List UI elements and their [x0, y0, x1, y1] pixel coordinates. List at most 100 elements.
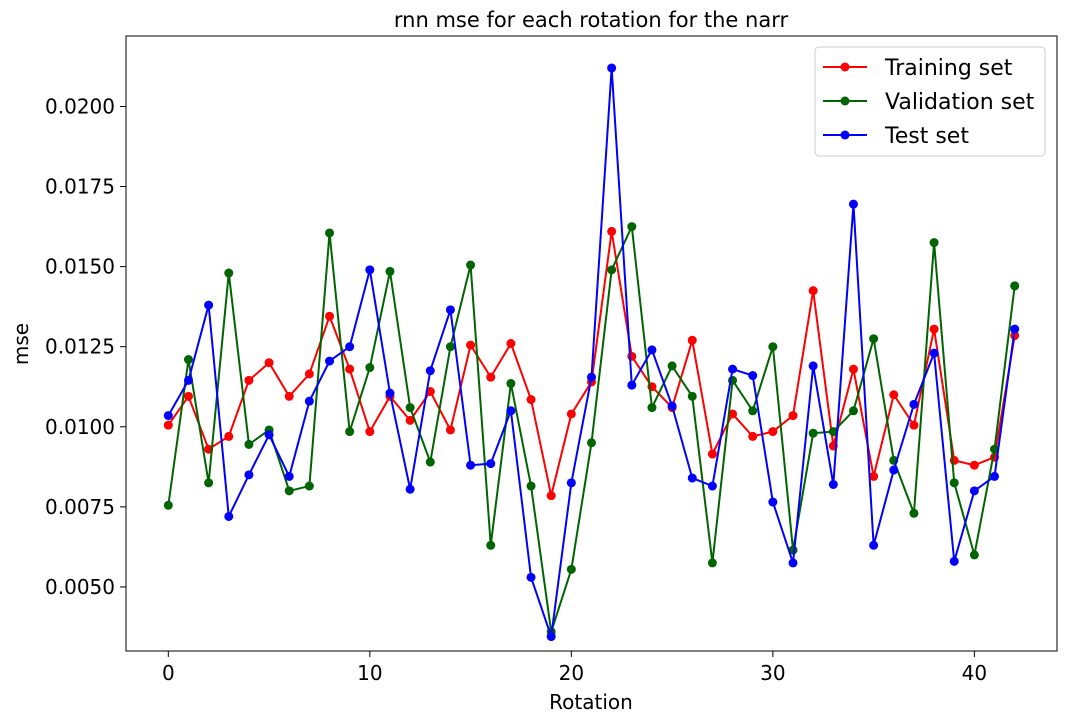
data-point-validation-set	[768, 342, 778, 352]
data-point-test-set	[204, 300, 214, 310]
data-point-training-set	[869, 471, 879, 481]
data-point-validation-set	[566, 564, 576, 574]
data-point-test-set	[1010, 324, 1020, 334]
data-point-test-set	[224, 511, 234, 521]
x-axis: 0 10 20 30 40	[162, 651, 987, 685]
x-tick-label: 40	[962, 661, 987, 685]
data-point-training-set	[264, 358, 274, 368]
data-point-training-set	[445, 425, 455, 435]
x-axis-title: Rotation	[549, 690, 633, 714]
y-tick-label: 0.0150	[45, 255, 115, 279]
x-tick-label: 0	[162, 661, 175, 685]
data-point-validation-set	[526, 481, 536, 491]
data-point-training-set	[728, 409, 738, 419]
chart-title: rnn mse for each rotation for the narr	[394, 8, 789, 32]
data-point-validation-set	[163, 500, 173, 510]
data-point-validation-set	[607, 265, 617, 275]
data-point-training-set	[909, 420, 919, 430]
data-point-test-set	[667, 401, 677, 411]
data-point-test-set	[546, 632, 556, 642]
data-point-training-set	[889, 390, 899, 400]
data-point-validation-set	[486, 540, 496, 550]
data-point-training-set	[546, 491, 556, 501]
data-point-validation-set	[405, 403, 415, 413]
data-point-validation-set	[909, 508, 919, 518]
legend-item-validation-set: Validation set	[823, 90, 1035, 115]
data-point-validation-set	[969, 550, 979, 560]
data-point-training-set	[607, 226, 617, 236]
y-tick-label: 0.0050	[45, 575, 115, 599]
data-point-training-set	[707, 449, 717, 459]
data-point-training-set	[325, 311, 335, 321]
data-point-validation-set	[445, 342, 455, 352]
data-point-training-set	[486, 372, 496, 382]
data-point-validation-set	[949, 478, 959, 488]
legend-swatch-marker	[840, 96, 850, 106]
data-point-validation-set	[345, 427, 355, 437]
x-tick-label: 20	[559, 661, 584, 685]
data-point-test-set	[486, 459, 496, 469]
data-point-validation-set	[828, 427, 838, 437]
y-axis: 0.0050 0.0075 0.0100 0.0125 0.0150 0.0175 0.02…	[45, 94, 126, 599]
data-point-training-set	[929, 324, 939, 334]
data-point-test-set	[909, 399, 919, 409]
data-point-training-set	[808, 286, 818, 296]
data-point-test-set	[990, 471, 1000, 481]
data-point-test-set	[244, 470, 254, 480]
series-test-set	[163, 63, 1020, 642]
data-point-validation-set	[587, 438, 596, 448]
data-point-training-set	[687, 335, 697, 345]
data-point-training-set	[768, 427, 778, 437]
data-point-validation-set	[304, 481, 314, 491]
data-point-test-set	[788, 558, 798, 568]
legend: Training set Validation set Test set	[814, 46, 1046, 157]
data-point-validation-set	[385, 266, 395, 276]
data-point-test-set	[304, 396, 314, 406]
data-point-validation-set	[224, 268, 234, 278]
legend-swatch-marker	[840, 130, 850, 140]
data-point-training-set	[345, 364, 355, 374]
data-point-training-set	[506, 339, 516, 348]
data-point-validation-set	[990, 444, 1000, 454]
data-point-validation-set	[284, 486, 294, 496]
data-point-validation-set	[365, 363, 375, 373]
data-point-validation-set	[627, 222, 637, 232]
data-point-test-set	[949, 556, 959, 566]
data-point-test-set	[365, 265, 375, 275]
data-point-validation-set	[808, 428, 818, 438]
data-point-test-set	[587, 372, 596, 382]
data-point-test-set	[768, 497, 778, 507]
data-point-validation-set	[183, 355, 193, 365]
y-axis-title: mse	[9, 323, 33, 365]
x-tick-label: 10	[357, 661, 382, 685]
data-point-validation-set	[1010, 281, 1020, 291]
data-point-validation-set	[687, 391, 697, 401]
data-point-test-set	[969, 486, 979, 496]
plot-area	[163, 63, 1020, 642]
data-point-test-set	[929, 348, 939, 358]
data-point-training-set	[969, 460, 979, 470]
legend-item-training-set: Training set	[823, 56, 1013, 81]
data-point-training-set	[566, 409, 576, 419]
y-tick-label: 0.0100	[45, 415, 115, 439]
legend-label: Training set	[884, 56, 1013, 81]
plot-frame	[125, 35, 1058, 652]
data-point-test-set	[848, 199, 858, 209]
data-point-training-set	[788, 411, 798, 421]
data-point-training-set	[163, 420, 173, 430]
y-tick-label: 0.0125	[45, 335, 115, 359]
data-point-training-set	[244, 375, 254, 385]
data-point-test-set	[607, 63, 617, 73]
data-point-validation-set	[647, 403, 657, 413]
data-point-training-set	[466, 340, 476, 350]
data-point-validation-set	[325, 228, 335, 238]
data-point-test-set	[808, 361, 818, 371]
data-point-training-set	[405, 415, 415, 425]
data-point-test-set	[183, 375, 193, 385]
data-point-test-set	[828, 479, 838, 489]
data-point-test-set	[687, 473, 697, 483]
data-point-test-set	[707, 481, 717, 491]
y-tick-label: 0.0175	[45, 175, 115, 199]
data-point-training-set	[224, 431, 234, 441]
data-point-test-set	[163, 411, 173, 421]
